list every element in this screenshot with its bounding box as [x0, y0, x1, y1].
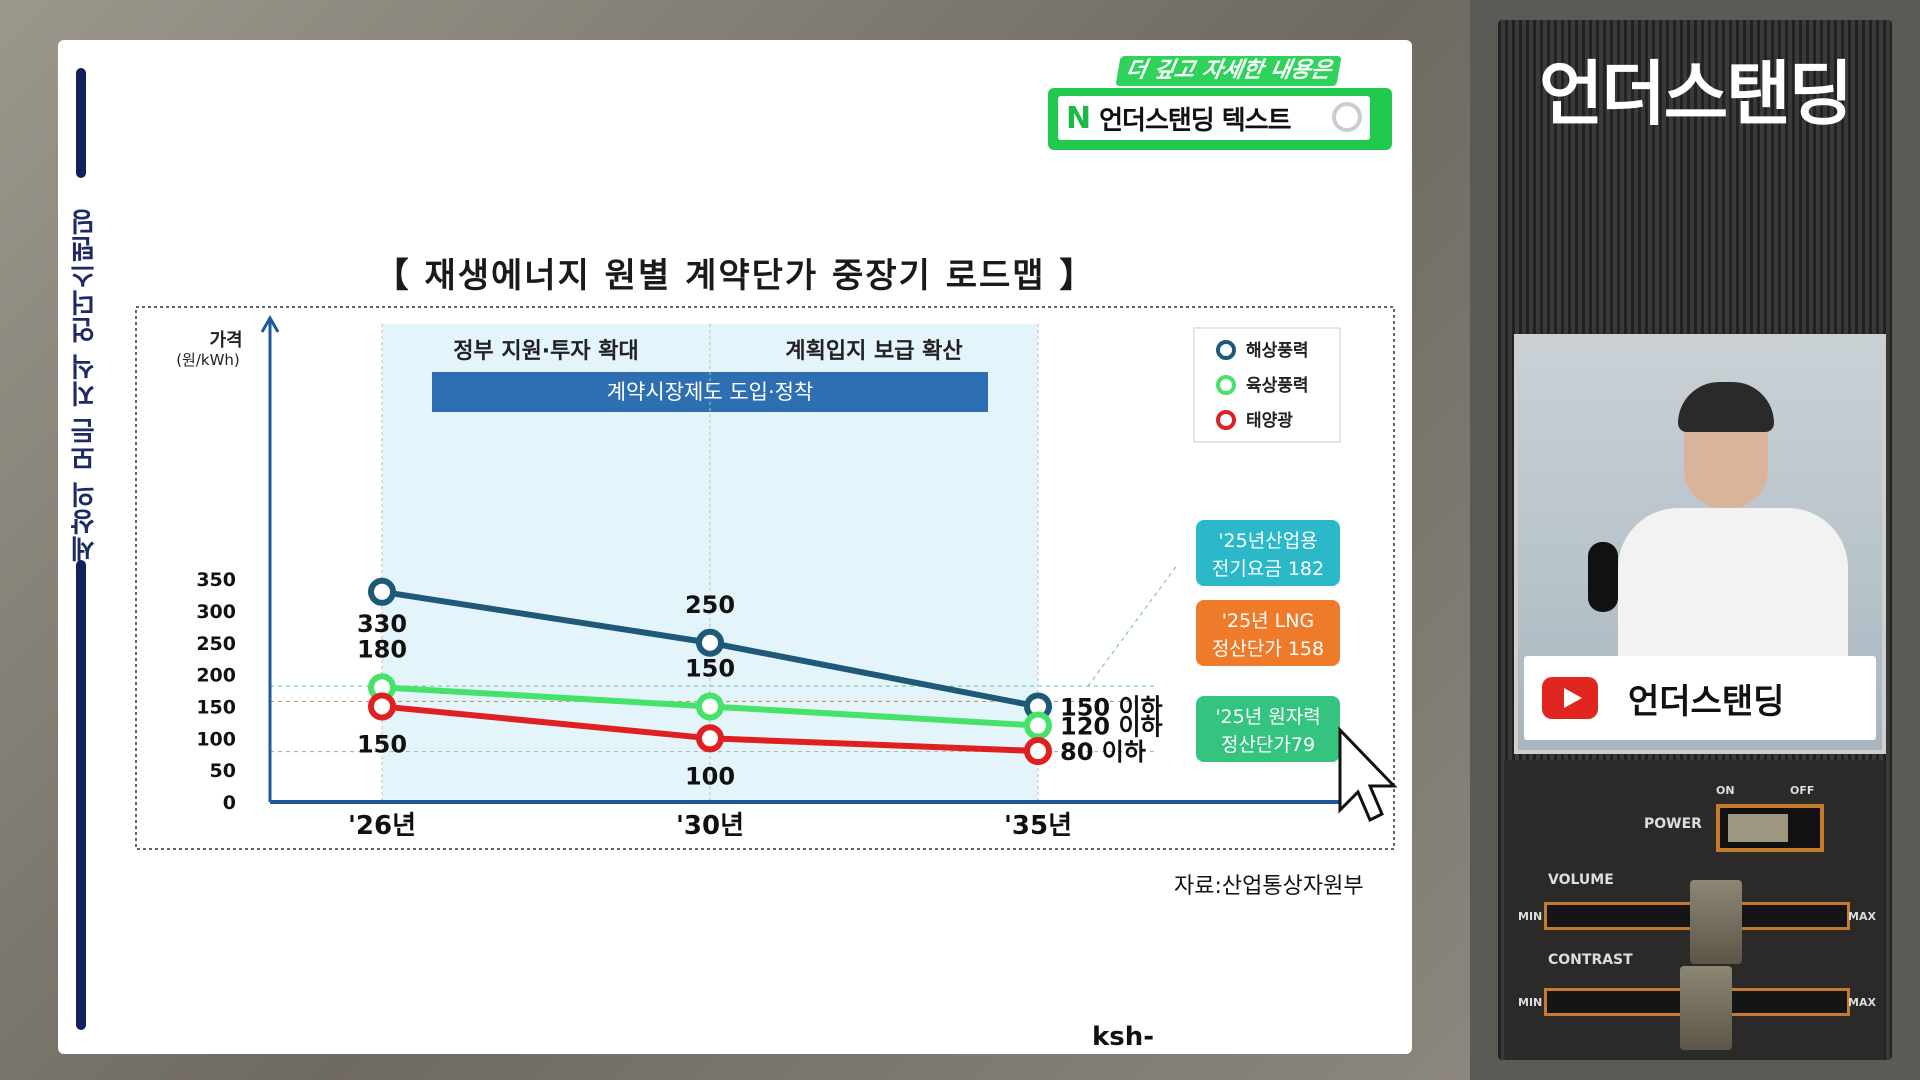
right-panel: 언더스탠딩 언더스탠딩 ON OFF POWER VOLUME MIN MAX … [1470, 0, 1920, 1080]
sidebar-line-bottom [76, 560, 86, 1030]
contrast-min-label: MIN [1518, 996, 1543, 1009]
microphone [1588, 542, 1618, 612]
chart-source: 자료:산업통상자원부 [1174, 874, 1364, 899]
y-axis-unit: (원/kWh) [176, 351, 240, 369]
presenter-body [1618, 508, 1848, 668]
off-label: OFF [1790, 784, 1815, 797]
x-tick-label: '30년 [676, 811, 744, 841]
data-label: 180 [357, 635, 407, 663]
contrast-slider[interactable] [1680, 966, 1732, 1050]
reference-line1: '25년산업용 [1218, 530, 1317, 552]
y-tick-label: 350 [196, 569, 236, 591]
data-point [368, 692, 396, 721]
y-tick-label: 250 [196, 633, 236, 655]
legend-marker [1216, 410, 1236, 430]
reference-box [1196, 520, 1340, 586]
y-axis-label: 가격 [209, 330, 242, 351]
promo-search-text: 언더스탠딩 텍스트 [1099, 105, 1291, 136]
data-label: 250 [685, 591, 735, 619]
data-point [696, 692, 724, 721]
mouse-cursor-icon [1338, 726, 1398, 823]
y-tick-label: 300 [196, 601, 236, 623]
x-tick-label: '26년 [348, 811, 416, 841]
data-label: 120 이하 [1060, 713, 1163, 741]
y-tick-label: 50 [210, 760, 236, 782]
presenter-hair [1678, 382, 1774, 432]
y-tick-label: 150 [196, 696, 236, 718]
data-label: 150 [685, 654, 735, 682]
power-switch[interactable] [1716, 804, 1824, 852]
promo-banner[interactable]: 더 깊고 자세한 내용은 N 언더스탠딩 텍스트 [1048, 52, 1398, 152]
on-label: ON [1716, 784, 1735, 797]
legend-marker [1216, 340, 1236, 360]
reference-line2: 정산단가 158 [1212, 638, 1324, 660]
data-label: 330 [357, 610, 407, 638]
reference-box [1196, 600, 1340, 666]
contrast-max-label: MAX [1848, 996, 1876, 1009]
data-label: 150 [357, 730, 407, 758]
control-panel: ON OFF POWER VOLUME MIN MAX CONTRAST MIN… [1504, 760, 1884, 1060]
band-label-2: 계획입지 보급 확산 [785, 339, 962, 364]
band-label-1: 정부 지원·투자 확대 [453, 339, 639, 364]
contact-email: ksh-3protv@outlook.kr [1092, 1022, 1365, 1054]
reference-line1: '25년 원자력 [1215, 706, 1320, 728]
chart-title: 【 재생에너지 원별 계약단가 중장기 로드맵 】 [374, 256, 1096, 296]
x-tick-label: '35년 [1004, 811, 1072, 841]
data-point [368, 577, 396, 606]
data-point [696, 628, 724, 657]
webcam-feed: 언더스탠딩 [1514, 334, 1886, 754]
slide: 세상의 모든 지식 언더스탠딩 더 깊고 자세한 내용은 N 언더스탠딩 텍스트… [58, 40, 1412, 1054]
volume-slider[interactable] [1690, 880, 1742, 964]
legend-marker [1216, 375, 1236, 395]
y-tick-label: 0 [223, 792, 236, 814]
y-tick-label: 200 [196, 665, 236, 687]
data-point [1024, 737, 1052, 766]
brand-title: 언더스탠딩 [1539, 53, 1853, 135]
y-tick-label: 100 [196, 728, 236, 750]
reference-box [1196, 696, 1340, 762]
legend-label: 태양광 [1246, 411, 1293, 431]
data-label: 80 이하 [1060, 738, 1146, 766]
power-label: POWER [1644, 816, 1702, 832]
youtube-icon [1542, 677, 1598, 719]
sidebar-line-top [76, 68, 86, 178]
search-icon [1332, 102, 1362, 132]
youtube-banner[interactable]: 언더스탠딩 [1524, 656, 1876, 740]
naver-n-icon: N [1066, 100, 1092, 136]
contrast-label: CONTRAST [1548, 952, 1633, 968]
promo-inner: N 언더스탠딩 텍스트 [1058, 96, 1370, 140]
reference-line1: '25년 LNG [1222, 610, 1314, 632]
reference-line2: 정산단가79 [1221, 734, 1315, 756]
data-point [696, 724, 724, 753]
legend-label: 해상풍력 [1246, 341, 1309, 361]
reference-line2: 전기요금 182 [1212, 558, 1324, 580]
data-label: 150 이하 [1060, 693, 1163, 721]
data-label: 100 [685, 762, 735, 790]
volume-min-label: MIN [1518, 910, 1543, 923]
y-axis-arrow [260, 314, 280, 333]
volume-label: VOLUME [1548, 872, 1614, 888]
data-point [1024, 711, 1052, 740]
youtube-channel-label: 언더스탠딩 [1628, 681, 1785, 722]
promo-search-box[interactable]: N 언더스탠딩 텍스트 [1048, 88, 1392, 150]
legend-label: 육상풍력 [1246, 376, 1309, 396]
volume-max-label: MAX [1848, 910, 1876, 923]
reference-connector [1087, 563, 1179, 687]
